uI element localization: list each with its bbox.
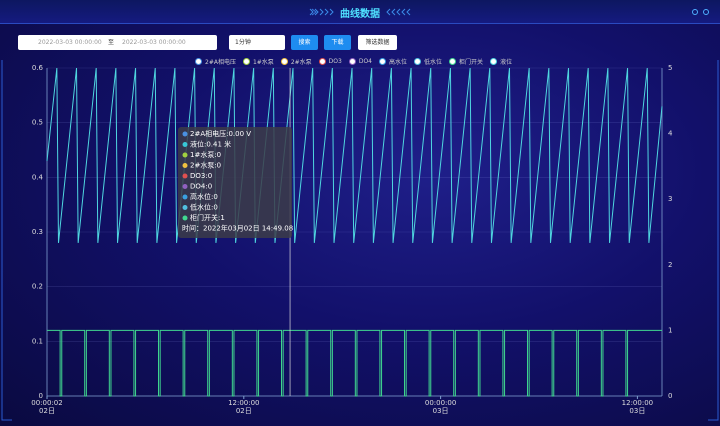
y2-tick-label: 3 [668, 195, 672, 203]
legend-swatch [348, 57, 356, 65]
legend-swatch [280, 57, 288, 65]
fullscreen-icon[interactable] [703, 9, 709, 15]
legend-swatch [379, 57, 387, 65]
tooltip-text: 高水位:0 [190, 192, 218, 201]
legend-swatch [414, 57, 422, 65]
legend-swatch [318, 57, 326, 65]
chevrons-left [309, 8, 334, 16]
legend-label: 2#A相电压 [205, 58, 236, 66]
tooltip-text: 1#水泵:0 [190, 150, 221, 159]
legend-label: 高水位 [389, 58, 408, 66]
legend-item: 低水位 [414, 56, 442, 66]
tooltip-dot [182, 152, 188, 158]
tooltip-dot [182, 173, 188, 179]
legend-label: 2#水泵 [290, 58, 312, 66]
filter-button[interactable]: 筛选数据 [358, 35, 397, 50]
frame [1, 60, 719, 421]
legend-item: DO3 [318, 56, 342, 66]
legend-swatch [195, 57, 202, 65]
y-tick-label: 0.6 [32, 64, 44, 72]
y2-tick-label: 2 [668, 261, 672, 269]
tooltip-text: 2#水泵:0 [190, 161, 221, 170]
tooltip-text: DO4:0 [190, 183, 212, 191]
tooltip-text: DO3:0 [190, 172, 212, 180]
tooltip-text: 2#A相电压:0.00 V [190, 129, 251, 138]
legend-label: 液位 [500, 58, 513, 66]
tooltip-box [178, 127, 292, 238]
legend-item: 高水位 [379, 56, 407, 66]
legend-item: 柜门开关 [449, 56, 483, 66]
legend-item: 2#A相电压 [195, 56, 236, 66]
legend-swatch [449, 57, 457, 65]
y2-tick-label: 0 [668, 392, 672, 400]
series-line [47, 329, 662, 397]
legend-label: 1#水泵 [252, 58, 274, 66]
date-range[interactable]: 2022-03-03 00:00:00 至 2022-03-03 00:00:0… [18, 35, 217, 50]
header-bar [0, 0, 720, 24]
x-tick-label: 00:00:02 02日 [31, 399, 63, 415]
y2-tick-label: 5 [668, 64, 672, 72]
series-line [46, 67, 663, 243]
tooltip-text: 液位:0.41 米 [190, 140, 231, 149]
tooltip-dot [182, 163, 188, 168]
range-sep: 至 [108, 39, 115, 46]
legend-swatch [242, 57, 250, 65]
y-tick-label: 0.5 [32, 119, 43, 127]
legend: 2#A相电压 1#水泵 2#水泵 DO3 DO4 高水位 低水位 柜门开关 液位 [195, 56, 512, 66]
legend-label: DO3 [328, 57, 342, 65]
legend-label: 低水位 [424, 58, 443, 66]
y-tick-label: 0.3 [32, 228, 43, 236]
tooltip-time: 时间：2022年03月02日 14:49.08 [182, 224, 293, 233]
tooltip-dot [182, 205, 188, 210]
y2-tick-label: 1 [668, 326, 672, 334]
tooltip-text: 柜门开关:1 [190, 213, 225, 222]
tooltip-text: 低水位:0 [190, 203, 218, 212]
download-button[interactable]: 下载 [324, 35, 351, 50]
y2-tick-label: 4 [668, 130, 673, 138]
tooltip-dot [182, 194, 188, 200]
tooltip-dot [182, 184, 188, 189]
tooltip-dot [182, 131, 188, 137]
tooltip-dot [182, 215, 188, 221]
chevrons-right [386, 8, 411, 16]
legend-swatch [490, 57, 498, 65]
x-tick-label: 12:00:00 02日 [228, 399, 260, 415]
start-date[interactable]: 2022-03-03 00:00:00 [38, 39, 102, 46]
y-tick-label: 0.4 [32, 173, 44, 181]
end-date[interactable]: 2022-03-03 00:00:00 [122, 39, 186, 46]
page-title: 曲线数据 [340, 9, 380, 20]
y-tick-label: 0.1 [32, 337, 43, 345]
tooltip-dot [182, 142, 188, 147]
x-tick-label: 00:00:00 03日 [424, 399, 457, 415]
legend-item: 2#水泵 [280, 56, 312, 66]
legend-item: 液位 [490, 56, 512, 66]
legend-label: 柜门开关 [459, 58, 484, 66]
legend-item: DO4 [348, 56, 373, 66]
settings-icon[interactable] [692, 9, 698, 15]
search-button[interactable]: 搜索 [291, 35, 318, 50]
x-tick-label: 12:00:00 03日 [621, 399, 654, 415]
legend-item: 1#水泵 [242, 56, 274, 66]
legend-label: DO4 [358, 57, 373, 65]
chevron [311, 8, 317, 16]
y-tick-label: 0 [39, 392, 43, 400]
interval-select[interactable]: 1分钟 [229, 35, 285, 50]
y-tick-label: 0.2 [32, 283, 43, 291]
